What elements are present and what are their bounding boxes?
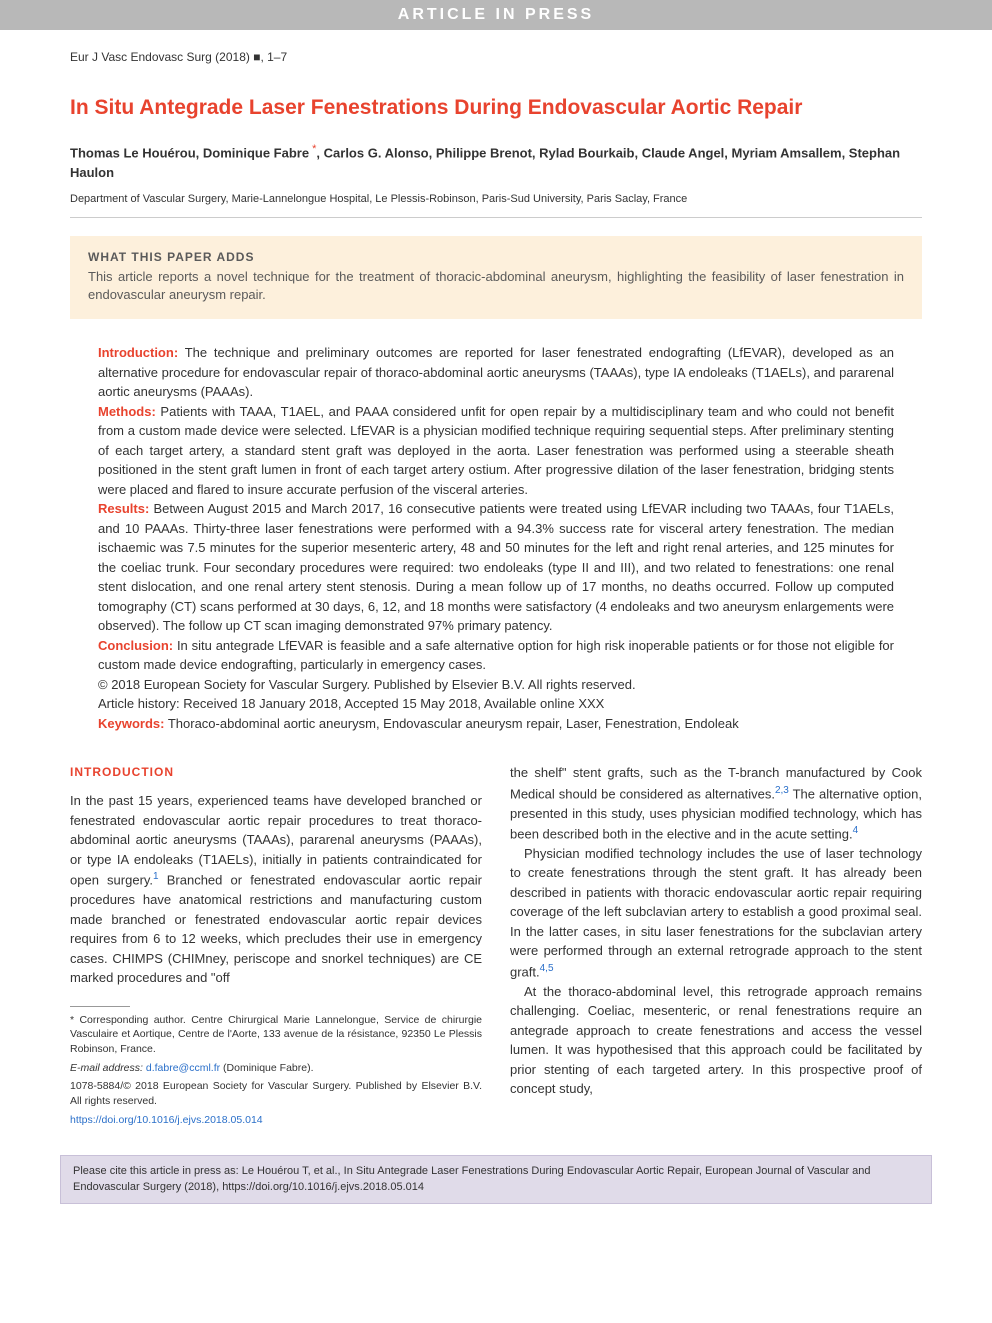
- abstract-introduction: Introduction: The technique and prelimin…: [98, 343, 894, 402]
- article-title: In Situ Antegrade Laser Fenestrations Du…: [70, 94, 922, 121]
- conclusion-label: Conclusion:: [98, 638, 173, 653]
- footnote-doi[interactable]: https://doi.org/10.1016/j.ejvs.2018.05.0…: [70, 1113, 482, 1128]
- footnote-email: E-mail address: d.fabre@ccml.fr (Dominiq…: [70, 1061, 482, 1076]
- intro-label: Introduction:: [98, 345, 178, 360]
- keywords-label: Keywords:: [98, 716, 164, 731]
- footnote-separator: [70, 1006, 130, 1007]
- article-in-press-banner: ARTICLE IN PRESS: [0, 0, 992, 30]
- citation-text: Please cite this article in press as: Le…: [73, 1165, 871, 1192]
- abstract-block: Introduction: The technique and prelimin…: [70, 343, 922, 733]
- column-left: INTRODUCTION In the past 15 years, exper…: [70, 763, 482, 1131]
- authors-line: Thomas Le Houérou, Dominique Fabre *, Ca…: [70, 141, 922, 182]
- page-content: Eur J Vasc Endovasc Surg (2018) ■, 1–7 I…: [0, 30, 992, 1143]
- what-this-paper-adds-box: WHAT THIS PAPER ADDS This article report…: [70, 236, 922, 320]
- footnote-issn: 1078-5884/© 2018 European Society for Va…: [70, 1079, 482, 1108]
- abstract-results: Results: Between August 2015 and March 2…: [98, 499, 894, 636]
- abstract-history: Article history: Received 18 January 201…: [98, 694, 894, 714]
- abstract-copyright: © 2018 European Society for Vascular Sur…: [98, 675, 894, 695]
- keywords-text: Thoraco-abdominal aortic aneurysm, Endov…: [164, 716, 738, 731]
- ref-4a[interactable]: 4: [853, 825, 859, 836]
- results-text: Between August 2015 and March 2017, 16 c…: [98, 501, 894, 633]
- col2-paragraph-3: At the thoraco-abdominal level, this ret…: [510, 982, 922, 1099]
- abstract-keywords: Keywords: Thoraco-abdominal aortic aneur…: [98, 714, 894, 734]
- col2-paragraph-2: Physician modified technology includes t…: [510, 844, 922, 982]
- ref-2-3[interactable]: 2,3: [775, 785, 789, 796]
- abstract-conclusion: Conclusion: In situ antegrade LfEVAR is …: [98, 636, 894, 675]
- email-label: E-mail address:: [70, 1062, 143, 1074]
- highlight-text: This article reports a novel technique f…: [88, 268, 904, 306]
- intro-text: The technique and preliminary outcomes a…: [98, 345, 894, 399]
- introduction-heading: INTRODUCTION: [70, 763, 482, 781]
- conclusion-text: In situ antegrade LfEVAR is feasible and…: [98, 638, 894, 673]
- methods-text: Patients with TAAA, T1AEL, and PAAA cons…: [98, 404, 894, 497]
- footnote-corresponding: * Corresponding author. Centre Chirurgic…: [70, 1013, 482, 1057]
- authors-first-part: Thomas Le Houérou, Dominique Fabre: [70, 146, 309, 161]
- intro-p1-b: Branched or fenestrated endovascular aor…: [70, 873, 482, 986]
- ref-4-5[interactable]: 4,5: [540, 963, 554, 974]
- email-suffix: (Dominique Fabre).: [223, 1062, 313, 1074]
- affiliation: Department of Vascular Surgery, Marie-La…: [70, 193, 922, 218]
- col2-paragraph-1: the shelf" stent grafts, such as the T-b…: [510, 763, 922, 844]
- col2-p2-a: Physician modified technology includes t…: [510, 846, 922, 979]
- email-link[interactable]: d.fabre@ccml.fr: [143, 1062, 223, 1074]
- highlight-title: WHAT THIS PAPER ADDS: [88, 250, 904, 264]
- column-right: the shelf" stent grafts, such as the T-b…: [510, 763, 922, 1131]
- intro-paragraph-1: In the past 15 years, experienced teams …: [70, 791, 482, 987]
- journal-reference: Eur J Vasc Endovasc Surg (2018) ■, 1–7: [70, 50, 922, 64]
- results-label: Results:: [98, 501, 149, 516]
- methods-label: Methods:: [98, 404, 156, 419]
- citation-box: Please cite this article in press as: Le…: [60, 1155, 932, 1204]
- abstract-methods: Methods: Patients with TAAA, T1AEL, and …: [98, 402, 894, 500]
- body-columns: INTRODUCTION In the past 15 years, exper…: [70, 763, 922, 1131]
